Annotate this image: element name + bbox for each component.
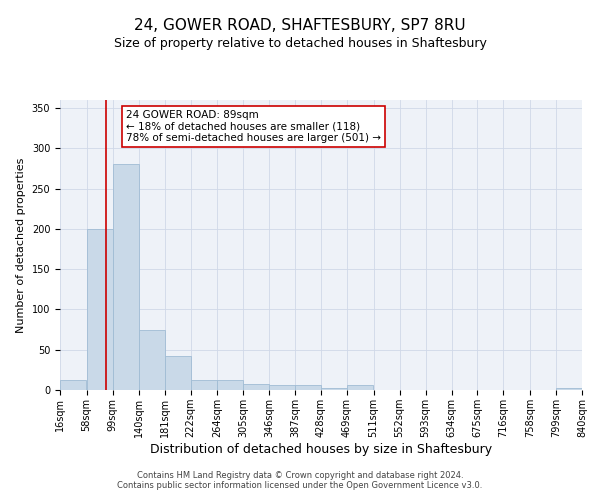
Text: 24, GOWER ROAD, SHAFTESBURY, SP7 8RU: 24, GOWER ROAD, SHAFTESBURY, SP7 8RU (134, 18, 466, 32)
Text: Distribution of detached houses by size in Shaftesbury: Distribution of detached houses by size … (150, 442, 492, 456)
Bar (243, 384, 269, 390)
Bar (347, 385, 373, 390)
Bar (113, 164, 139, 390)
Text: Size of property relative to detached houses in Shaftesbury: Size of property relative to detached ho… (113, 38, 487, 51)
Bar (269, 385, 295, 390)
Bar (295, 385, 322, 390)
Bar (556, 388, 583, 390)
Text: 24 GOWER ROAD: 89sqm
← 18% of detached houses are smaller (118)
78% of semi-deta: 24 GOWER ROAD: 89sqm ← 18% of detached h… (126, 110, 381, 143)
Bar (191, 380, 217, 390)
Bar (321, 388, 347, 390)
Bar (60, 380, 86, 390)
Bar (86, 229, 113, 390)
Y-axis label: Number of detached properties: Number of detached properties (16, 158, 26, 332)
Bar (217, 380, 244, 390)
Bar (164, 356, 191, 390)
Bar (139, 330, 165, 390)
Text: Contains HM Land Registry data © Crown copyright and database right 2024.
Contai: Contains HM Land Registry data © Crown c… (118, 470, 482, 490)
